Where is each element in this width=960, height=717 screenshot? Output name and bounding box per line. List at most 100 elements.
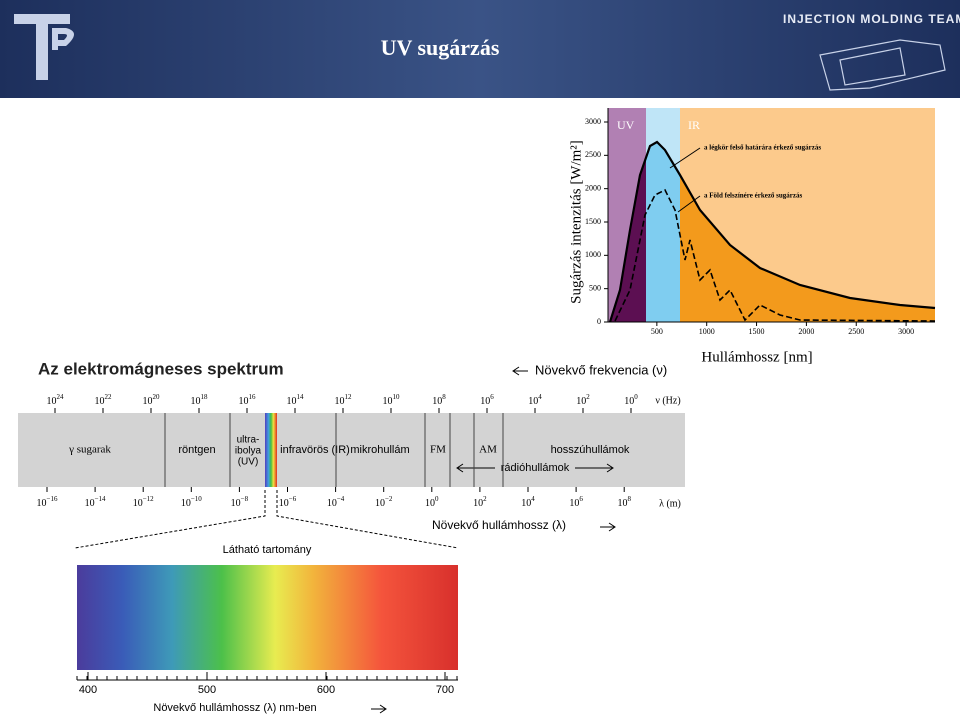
power-base: 10 xyxy=(617,498,627,509)
x-tick-label: 500 xyxy=(651,327,663,336)
y-tick-label: 500 xyxy=(589,283,601,292)
x-axis-label: Hullámhossz [nm] xyxy=(701,349,812,365)
y-tick-label: 1000 xyxy=(585,250,601,259)
visible-tick-label: 500 xyxy=(198,684,216,696)
arrow xyxy=(371,704,387,714)
power-exponent: −12 xyxy=(143,495,154,503)
freq-label: 1010 xyxy=(383,393,401,408)
power-exponent: 14 xyxy=(297,393,305,401)
y-tick-label: 2500 xyxy=(585,150,601,159)
wave-label: 10−6 xyxy=(279,495,297,510)
power-base: 10 xyxy=(37,498,47,509)
arrow xyxy=(456,463,614,473)
power-base: 10 xyxy=(432,396,442,407)
freq-label: 102 xyxy=(576,393,590,408)
power-exponent: 0 xyxy=(634,393,638,401)
band-label: mikrohullám xyxy=(350,444,409,456)
y-tick-label: 0 xyxy=(597,317,601,326)
top-atmosphere-curve xyxy=(608,140,936,323)
band-label: ultra- xyxy=(237,435,260,446)
power-exponent: 16 xyxy=(249,393,257,401)
freq-label: 106 xyxy=(480,393,494,408)
solar-chart: a légkör felső határára érkező sugárzás … xyxy=(568,108,936,365)
wave-label: 10−10 xyxy=(181,495,202,510)
power-exponent: 20 xyxy=(153,393,161,401)
power-base: 10 xyxy=(473,498,483,509)
x-tick-label: 1000 xyxy=(699,327,715,336)
spectrum-title: Az elektromágneses spektrum xyxy=(38,359,284,378)
power-base: 10 xyxy=(47,396,57,407)
x-tick-label: 1500 xyxy=(749,327,765,336)
freq-label: 1022 xyxy=(95,393,113,408)
power-base: 10 xyxy=(287,396,297,407)
annotation-leader xyxy=(677,195,701,213)
annotation: a légkör felső határára érkező sugárzás xyxy=(704,144,821,152)
header-band xyxy=(0,0,960,98)
band-label: infravörös (IR) xyxy=(280,444,350,456)
power-exponent: 6 xyxy=(579,495,583,503)
power-exponent: 2 xyxy=(483,495,487,503)
power-base: 10 xyxy=(624,396,634,407)
power-base: 10 xyxy=(191,396,201,407)
freq-label: 1024 xyxy=(47,393,65,408)
freq-label: 1020 xyxy=(143,393,161,408)
power-exponent: 0 xyxy=(435,495,439,503)
power-exponent: 22 xyxy=(105,393,113,401)
power-base: 10 xyxy=(335,396,345,407)
y-axis-label: Sugárzás intenzitás [W/m²] xyxy=(568,140,584,304)
slide-title: UV sugárzás xyxy=(381,35,500,60)
power-base: 10 xyxy=(375,498,385,509)
logo-mark xyxy=(14,14,74,80)
x-tick-label: 2000 xyxy=(798,327,814,336)
power-exponent: 8 xyxy=(627,495,631,503)
power-exponent: −4 xyxy=(337,495,345,503)
freq-label: 1012 xyxy=(335,393,353,408)
band-label: AM xyxy=(479,444,497,456)
wave-label: 104 xyxy=(521,495,535,510)
y-tick-label: 2000 xyxy=(585,183,601,192)
visible-spectrum xyxy=(77,565,458,670)
power-exponent: −10 xyxy=(191,495,202,503)
band-label: rádióhullámok xyxy=(501,462,570,474)
wave-label: 108 xyxy=(617,495,631,510)
wave-label: 10−8 xyxy=(231,495,249,510)
freq-unit: ν (Hz) xyxy=(655,395,680,406)
band-bar xyxy=(18,413,685,487)
x-tick-label: 3000 xyxy=(898,327,914,336)
band-label: (UV) xyxy=(238,457,259,468)
wave-label: 10−2 xyxy=(375,495,393,510)
power-base: 10 xyxy=(85,498,95,509)
power-exponent: 2 xyxy=(586,393,590,401)
y-tick-label: 1500 xyxy=(585,217,601,226)
band-label: ibolya xyxy=(235,446,262,457)
power-exponent: 4 xyxy=(531,495,535,503)
logo-text: Injection Molding Team xyxy=(783,12,960,26)
power-exponent: −2 xyxy=(385,495,393,503)
power-base: 10 xyxy=(231,498,241,509)
region-label: UV xyxy=(617,118,635,132)
power-base: 10 xyxy=(425,498,435,509)
rainbow-strip xyxy=(265,413,277,487)
arrow xyxy=(600,522,616,532)
x-tick-label: 2500 xyxy=(848,327,864,336)
power-exponent: 12 xyxy=(345,393,353,401)
wave-label: 10−4 xyxy=(327,495,345,510)
power-exponent: −8 xyxy=(241,495,249,503)
power-base: 10 xyxy=(239,396,249,407)
zoom-lines xyxy=(74,490,459,549)
power-exponent: −14 xyxy=(95,495,106,503)
power-base: 10 xyxy=(143,396,153,407)
power-exponent: −16 xyxy=(47,495,58,503)
freq-label: 100 xyxy=(624,393,638,408)
annotation-leader xyxy=(669,147,701,169)
power-base: 10 xyxy=(569,498,579,509)
visible-title: Látható tartomány xyxy=(223,544,312,556)
band-label: γ sugarak xyxy=(68,444,111,456)
power-base: 10 xyxy=(133,498,143,509)
power-base: 10 xyxy=(181,498,191,509)
wave-label: 102 xyxy=(473,495,487,510)
freq-label: 1018 xyxy=(191,393,209,408)
visible-tick-label: 600 xyxy=(317,684,335,696)
wave-label: 10−14 xyxy=(85,495,106,510)
